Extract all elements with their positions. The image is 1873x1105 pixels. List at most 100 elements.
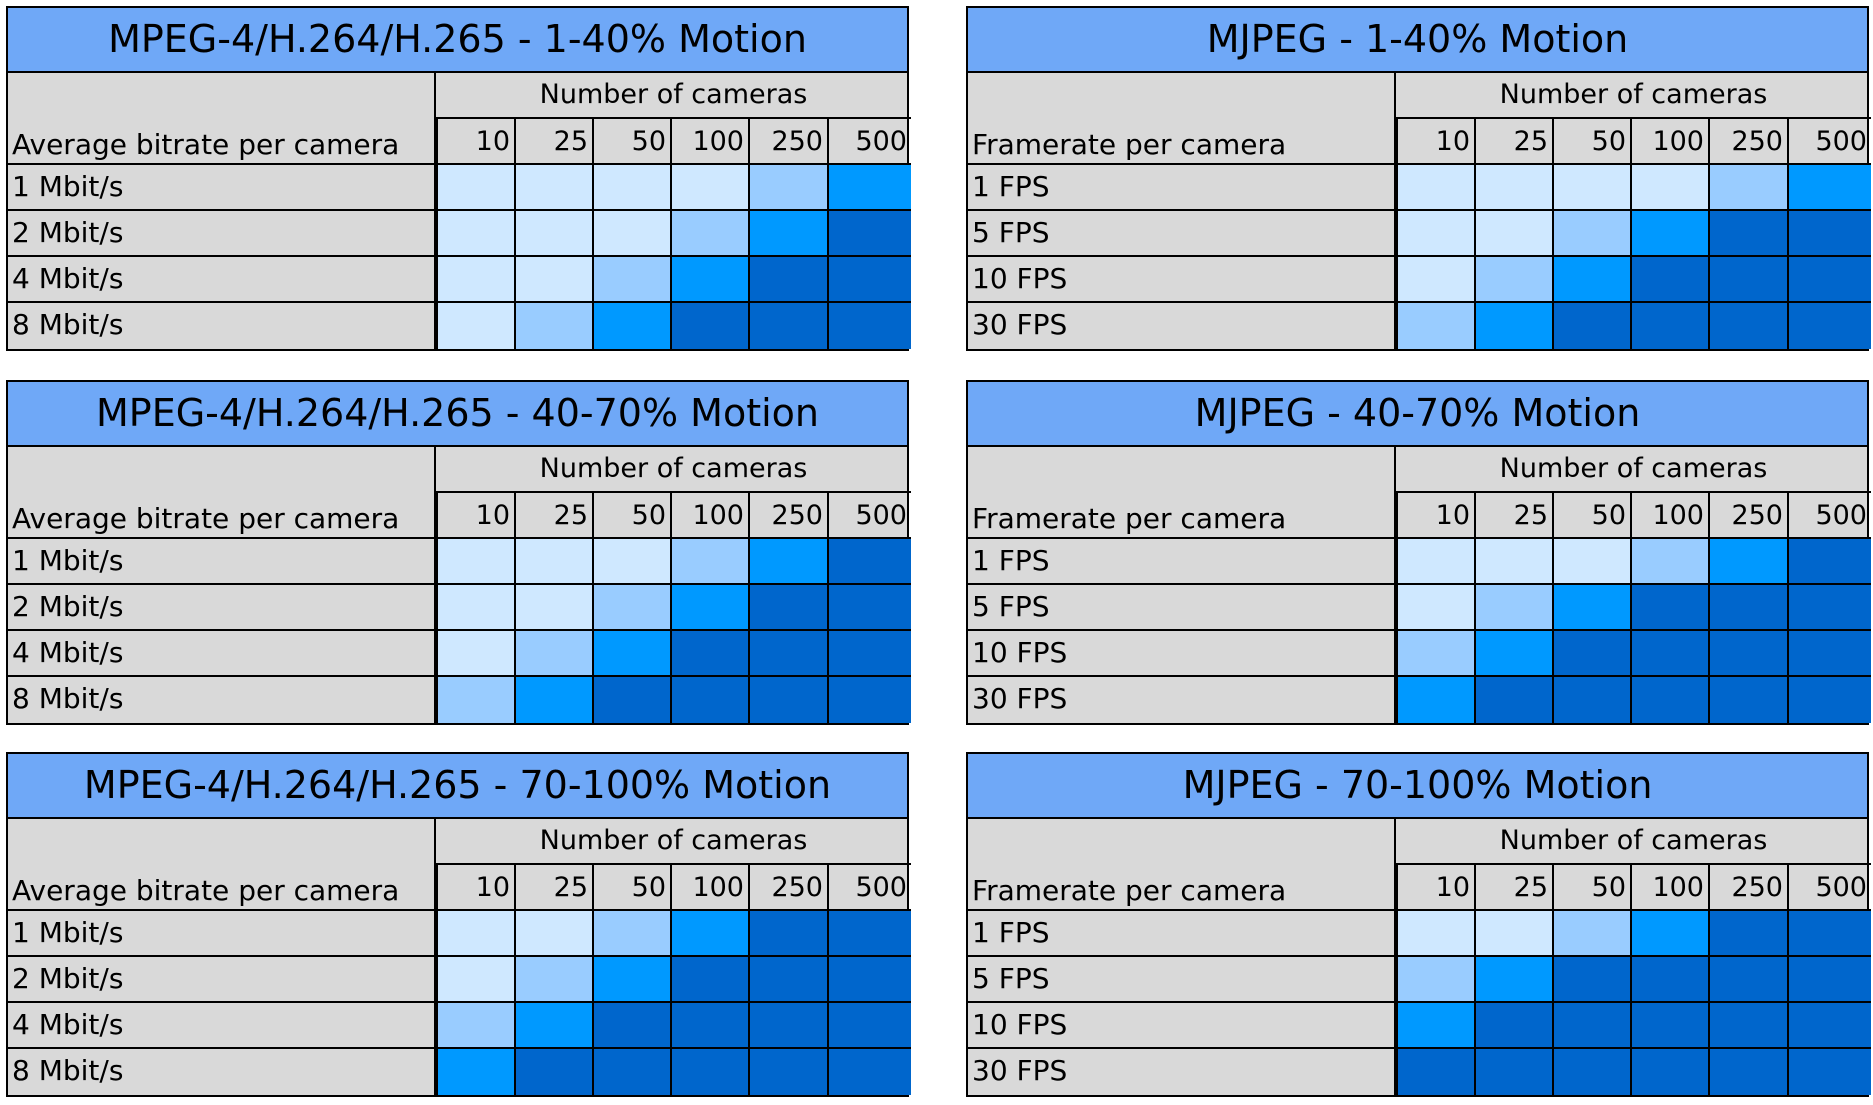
column-group-label: Number of cameras: [436, 447, 911, 493]
heatmap-cell: [1787, 677, 1871, 723]
heatmap-cell: [670, 911, 748, 957]
heatmap-cell: [1787, 303, 1871, 349]
row-label: 4 Mbit/s: [8, 1003, 436, 1049]
heatmap-cell: [592, 911, 670, 957]
column-header: 50: [1552, 493, 1630, 539]
row-header-label: Average bitrate per camera: [12, 502, 400, 535]
heatmap-cell: [748, 911, 827, 957]
row-header-cell: Average bitrate per camera: [8, 73, 436, 165]
heatmap-cell: [514, 677, 592, 723]
heatmap-cell: [1630, 303, 1708, 349]
heatmap-cell: [1552, 585, 1630, 631]
heatmap-cell: [592, 957, 670, 1003]
panel-title: MJPEG - 40-70% Motion: [968, 382, 1867, 447]
heatmap-cell: [670, 257, 748, 303]
panel-title: MJPEG - 70-100% Motion: [968, 754, 1867, 819]
row-label: 5 FPS: [968, 211, 1396, 257]
column-header: 500: [827, 119, 911, 165]
heatmap-cell: [1630, 957, 1708, 1003]
heatmap-cell: [436, 303, 514, 349]
row-header-cell: Average bitrate per camera: [8, 447, 436, 539]
heatmap-cell: [1474, 211, 1552, 257]
row-label: 10 FPS: [968, 257, 1396, 303]
heatmap-cell: [514, 911, 592, 957]
panel-title: MPEG-4/H.264/H.265 - 70-100% Motion: [8, 754, 907, 819]
row-label: 1 FPS: [968, 539, 1396, 585]
heatmap-cell: [514, 257, 592, 303]
heatmap-cell: [827, 677, 911, 723]
column-header: 25: [1474, 493, 1552, 539]
panel-title: MJPEG - 1-40% Motion: [968, 8, 1867, 73]
heatmap-grid: Average bitrate per camera Number of came…: [8, 819, 911, 1095]
heatmap-cell: [1552, 631, 1630, 677]
heatmap-grid: Framerate per camera Number of cameras 10 2…: [968, 73, 1871, 349]
heatmap-cell: [1630, 677, 1708, 723]
heatmap-cell: [436, 911, 514, 957]
heatmap-cell: [1552, 957, 1630, 1003]
row-label: 1 Mbit/s: [8, 539, 436, 585]
heatmap-cell: [1787, 539, 1871, 585]
heatmap-cell: [436, 257, 514, 303]
row-label: 8 Mbit/s: [8, 1049, 436, 1095]
heatmap-cell: [1787, 165, 1871, 211]
column-header: 500: [1787, 493, 1871, 539]
heatmap-cell: [592, 585, 670, 631]
heatmap-cell: [592, 257, 670, 303]
column-header: 250: [1708, 493, 1787, 539]
row-label: 8 Mbit/s: [8, 303, 436, 349]
heatmap-cell: [514, 165, 592, 211]
row-label: 30 FPS: [968, 1049, 1396, 1095]
column-header: 500: [827, 865, 911, 911]
row-header-label: Framerate per camera: [972, 874, 1287, 907]
column-group-label: Number of cameras: [436, 819, 911, 865]
heatmap-cell: [827, 165, 911, 211]
heatmap-cell: [1474, 957, 1552, 1003]
heatmap-grid: Framerate per camera Number of cameras 10 2…: [968, 819, 1871, 1095]
column-header: 250: [1708, 865, 1787, 911]
row-label: 2 Mbit/s: [8, 585, 436, 631]
heatmap-cell: [436, 585, 514, 631]
heatmap-cell: [1708, 211, 1787, 257]
panel-title: MPEG-4/H.264/H.265 - 40-70% Motion: [8, 382, 907, 447]
heatmap-cell: [1396, 165, 1474, 211]
heatmap-cell: [748, 257, 827, 303]
row-label: 8 Mbit/s: [8, 677, 436, 723]
heatmap-grid: Average bitrate per camera Number of came…: [8, 73, 911, 349]
heatmap-cell: [514, 1003, 592, 1049]
heatmap-cell: [592, 211, 670, 257]
heatmap-cell: [1787, 211, 1871, 257]
heatmap-cell: [1552, 257, 1630, 303]
heatmap-cell: [748, 211, 827, 257]
heatmap-cell: [514, 1049, 592, 1095]
heatmap-cell: [1708, 1049, 1787, 1095]
column-header: 100: [670, 865, 748, 911]
heatmap-cell: [1474, 257, 1552, 303]
row-label: 4 Mbit/s: [8, 631, 436, 677]
heatmap-panel: MJPEG - 70-100% Motion Framerate per came…: [966, 752, 1871, 1097]
heatmap-cell: [827, 911, 911, 957]
column-header: 500: [1787, 865, 1871, 911]
heatmap-cell: [827, 585, 911, 631]
row-label: 1 Mbit/s: [8, 911, 436, 957]
heatmap-cell: [1396, 257, 1474, 303]
heatmap-cell: [592, 631, 670, 677]
heatmap-cell: [748, 1003, 827, 1049]
heatmap-cell: [514, 585, 592, 631]
heatmap-cell: [1787, 585, 1871, 631]
panel-title: MPEG-4/H.264/H.265 - 1-40% Motion: [8, 8, 907, 73]
heatmap-cell: [1474, 1003, 1552, 1049]
heatmap-cell: [1474, 1049, 1552, 1095]
heatmap-cell: [1630, 911, 1708, 957]
heatmap-cell: [670, 631, 748, 677]
heatmap-cell: [748, 165, 827, 211]
row-label: 1 FPS: [968, 911, 1396, 957]
heatmap-cell: [1787, 257, 1871, 303]
heatmap-cell: [1474, 585, 1552, 631]
heatmap-cell: [827, 257, 911, 303]
heatmap-cell: [1630, 1049, 1708, 1095]
column-header: 10: [436, 493, 514, 539]
heatmap-cell: [1396, 957, 1474, 1003]
heatmap-cell: [1552, 1003, 1630, 1049]
heatmap-cell: [1630, 211, 1708, 257]
heatmap-cell: [1630, 257, 1708, 303]
